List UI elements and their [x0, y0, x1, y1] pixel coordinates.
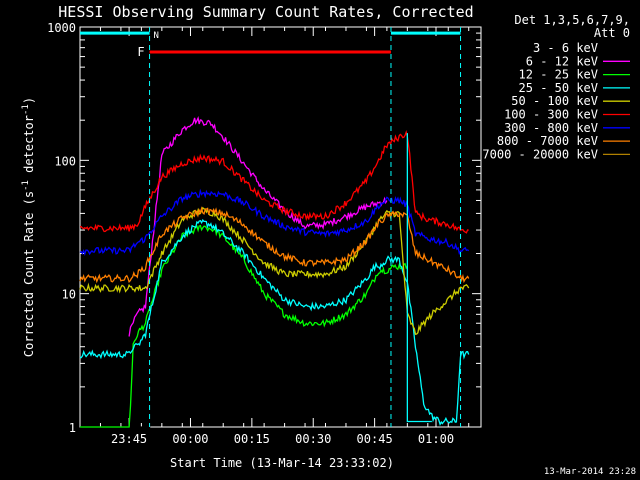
legend-label: 25 - 50 keV [519, 81, 598, 95]
y-tick-label: 1000 [47, 21, 76, 35]
legend-label: 50 - 100 keV [511, 94, 598, 108]
flare-label: F [137, 45, 144, 59]
x-axis: 23:45 00:00 00:15 00:30 00:45 01:00 [99, 27, 470, 446]
annotation-layer: FN [80, 27, 462, 427]
x-tick-label: 00:15 [234, 432, 270, 446]
legend-label: 12 - 25 keV [519, 68, 598, 82]
series-line [80, 114, 462, 428]
series-line [80, 224, 408, 428]
series-line [79, 130, 469, 234]
series-line [79, 218, 470, 426]
x-tick-label: 00:45 [357, 432, 393, 446]
saa-dropout [406, 133, 432, 423]
y-axis-label: Corrected Count Rate (s-1 detector-1) [21, 97, 36, 357]
legend-label: 800 - 7000 keV [497, 134, 598, 148]
legend-label: 6 - 12 keV [526, 54, 598, 68]
legend-label: 3 - 6 keV [533, 41, 598, 55]
legend-label: 300 - 800 keV [504, 121, 598, 135]
timestamp: 13-Mar-2014 23:28 [544, 467, 636, 477]
night-label: N [154, 31, 159, 41]
x-axis-label: Start Time (13-Mar-14 23:33:02) [170, 456, 394, 470]
legend-label: 100 - 300 keV [504, 108, 598, 122]
series-line [79, 206, 470, 284]
series-line [79, 188, 470, 257]
legend-header-line-1: Det 1,3,5,6,7,9, [514, 13, 630, 27]
x-tick-label: 23:45 [111, 432, 147, 446]
plot-frame [79, 26, 482, 428]
chart-title: HESSI Observing Summary Count Rates, Cor… [58, 3, 473, 21]
legend-header-line-2: Att 0 [594, 26, 630, 40]
y-tick-label: 1 [69, 421, 76, 435]
legend-label: 7000 - 20000 keV [482, 147, 598, 161]
series-layer [79, 114, 470, 428]
y-axis: 1 10 100 1000 [47, 21, 481, 435]
x-tick-label: 00:00 [172, 432, 208, 446]
x-tick-label: 01:00 [418, 432, 454, 446]
series-line [128, 115, 388, 337]
series-line [79, 206, 470, 335]
y-tick-label: 10 [62, 288, 76, 302]
y-tick-label: 100 [54, 154, 76, 168]
x-tick-label: 00:30 [295, 432, 331, 446]
